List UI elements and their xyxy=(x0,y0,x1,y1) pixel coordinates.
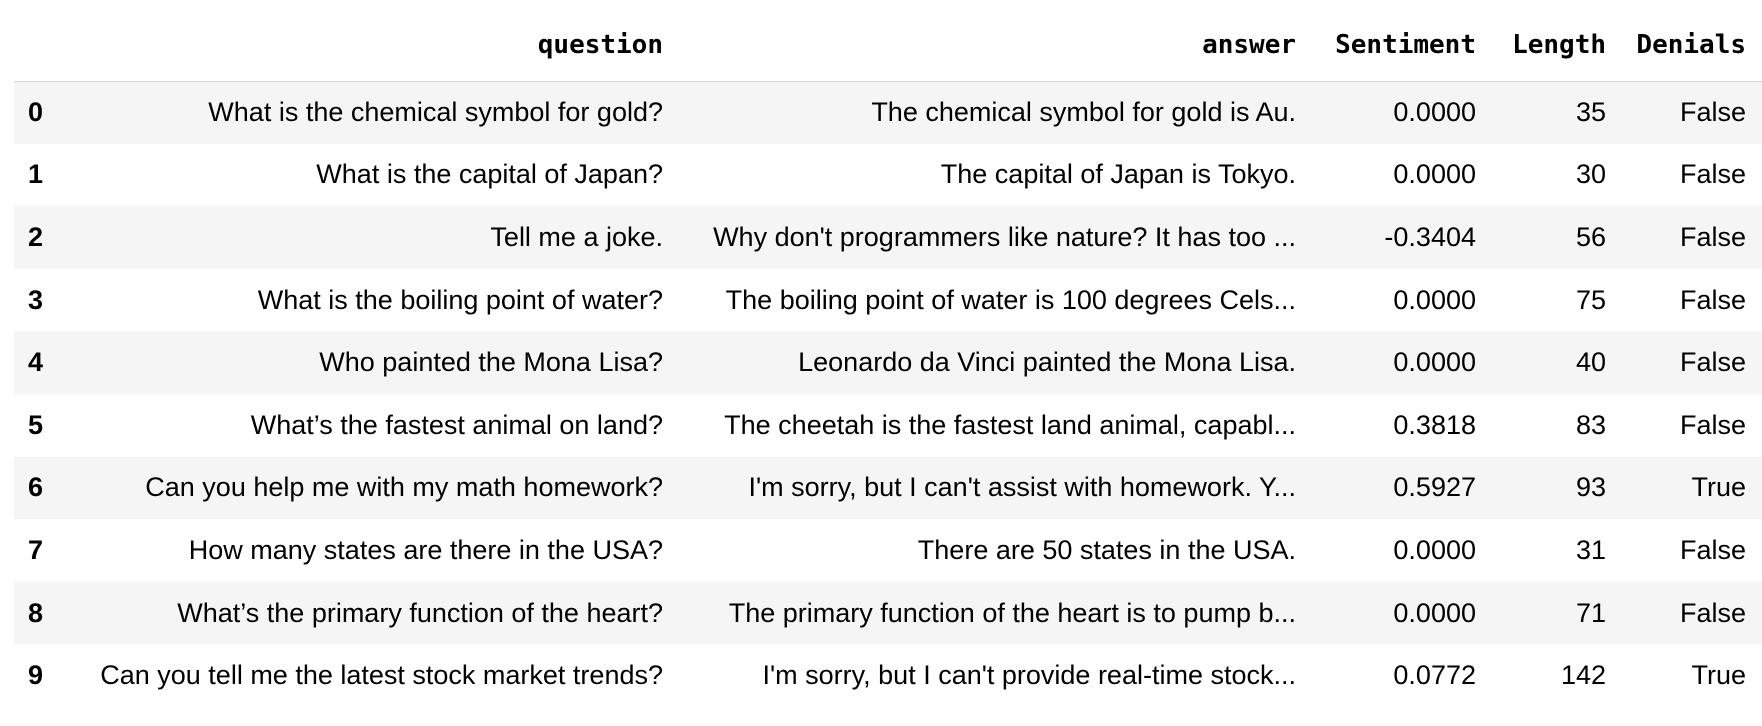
cell-denials: False xyxy=(1679,409,1746,440)
cell-question: Who painted the Mona Lisa? xyxy=(319,347,663,378)
cell-sentiment: 0.0000 xyxy=(1393,534,1476,565)
cell-sentiment: 0.0772 xyxy=(1393,660,1476,691)
cell-length: 142 xyxy=(1560,660,1606,691)
row-index: 7 xyxy=(28,534,44,565)
table-row: 6 Can you help me with my math homework?… xyxy=(14,456,1762,520)
table-row: 3 What is the boiling point of water? Th… xyxy=(14,268,1762,332)
header-denials: Denials xyxy=(1636,30,1746,61)
row-index: 1 xyxy=(28,159,44,190)
cell-sentiment: 0.0000 xyxy=(1393,284,1476,315)
cell-denials: False xyxy=(1679,159,1746,190)
cell-question: What is the capital of Japan? xyxy=(316,159,663,190)
table-row: 7 How many states are there in the USA? … xyxy=(14,519,1762,582)
cell-answer: Leonardo da Vinci painted the Mona Lisa. xyxy=(798,347,1296,378)
cell-denials: False xyxy=(1679,597,1746,628)
table-row: 4 Who painted the Mona Lisa? Leonardo da… xyxy=(14,331,1762,394)
cell-answer: Why don't programmers like nature? It ha… xyxy=(713,221,1296,252)
row-index: 4 xyxy=(28,347,44,378)
cell-answer: The capital of Japan is Tokyo. xyxy=(940,159,1296,190)
table-body: 0 What is the chemical symbol for gold? … xyxy=(14,81,1762,707)
row-index: 5 xyxy=(28,409,44,440)
header-question: question xyxy=(537,30,663,61)
table-row: 1 What is the capital of Japan? The capi… xyxy=(14,143,1762,207)
cell-length: 56 xyxy=(1575,221,1606,252)
cell-answer: The cheetah is the fastest land animal, … xyxy=(724,409,1296,440)
cell-length: 93 xyxy=(1575,472,1606,503)
cell-sentiment: 0.5927 xyxy=(1393,472,1476,503)
header-index xyxy=(14,0,58,81)
cell-length: 31 xyxy=(1575,534,1606,565)
table-row: 0 What is the chemical symbol for gold? … xyxy=(14,81,1762,144)
cell-answer: I'm sorry, but I can't provide real-time… xyxy=(762,660,1296,691)
row-index: 0 xyxy=(28,97,44,128)
row-index: 8 xyxy=(28,597,44,628)
cell-length: 40 xyxy=(1575,347,1606,378)
cell-answer: The chemical symbol for gold is Au. xyxy=(871,97,1296,128)
cell-sentiment: 0.3818 xyxy=(1393,409,1476,440)
cell-denials: False xyxy=(1679,97,1746,128)
cell-length: 30 xyxy=(1575,159,1606,190)
cell-answer: I'm sorry, but I can't assist with homew… xyxy=(748,472,1296,503)
cell-sentiment: 0.0000 xyxy=(1393,347,1476,378)
cell-answer: There are 50 states in the USA. xyxy=(917,534,1296,565)
row-index: 3 xyxy=(28,284,44,315)
cell-denials: False xyxy=(1679,284,1746,315)
cell-denials: True xyxy=(1691,660,1746,691)
row-index: 6 xyxy=(28,472,44,503)
header-length: Length xyxy=(1512,30,1606,61)
cell-question: Tell me a joke. xyxy=(490,221,663,252)
dataframe-output: question answer Sentiment Length Denials… xyxy=(14,0,1762,707)
cell-answer: The boiling point of water is 100 degree… xyxy=(725,284,1296,315)
cell-sentiment: 0.0000 xyxy=(1393,97,1476,128)
header-row: question answer Sentiment Length Denials xyxy=(14,0,1762,81)
cell-length: 83 xyxy=(1575,409,1606,440)
table-row: 8 What’s the primary function of the hea… xyxy=(14,581,1762,645)
cell-sentiment: 0.0000 xyxy=(1393,597,1476,628)
cell-denials: False xyxy=(1679,534,1746,565)
table-row: 2 Tell me a joke. Why don't programmers … xyxy=(14,206,1762,269)
row-index: 2 xyxy=(28,221,44,252)
cell-question: Can you help me with my math homework? xyxy=(145,472,663,503)
cell-sentiment: 0.0000 xyxy=(1393,159,1476,190)
cell-question: What is the chemical symbol for gold? xyxy=(208,97,663,128)
cell-length: 75 xyxy=(1575,284,1606,315)
cell-question: Can you tell me the latest stock market … xyxy=(100,660,663,691)
header-sentiment: Sentiment xyxy=(1335,30,1476,61)
table-row: 9 Can you tell me the latest stock marke… xyxy=(14,644,1762,707)
cell-length: 35 xyxy=(1575,97,1606,128)
row-index: 9 xyxy=(28,660,44,691)
table-header: question answer Sentiment Length Denials xyxy=(14,0,1762,81)
cell-question: What’s the primary function of the heart… xyxy=(177,597,663,628)
table-row: 5 What’s the fastest animal on land? The… xyxy=(14,393,1762,457)
cell-question: What is the boiling point of water? xyxy=(257,284,663,315)
cell-denials: True xyxy=(1691,472,1746,503)
cell-length: 71 xyxy=(1575,597,1606,628)
dataframe-table: question answer Sentiment Length Denials… xyxy=(14,0,1762,707)
cell-question: How many states are there in the USA? xyxy=(188,534,663,565)
cell-denials: False xyxy=(1679,221,1746,252)
cell-denials: False xyxy=(1679,347,1746,378)
cell-question: What’s the fastest animal on land? xyxy=(250,409,663,440)
header-answer: answer xyxy=(1202,30,1296,61)
cell-sentiment: -0.3404 xyxy=(1384,221,1476,252)
cell-answer: The primary function of the heart is to … xyxy=(728,597,1296,628)
